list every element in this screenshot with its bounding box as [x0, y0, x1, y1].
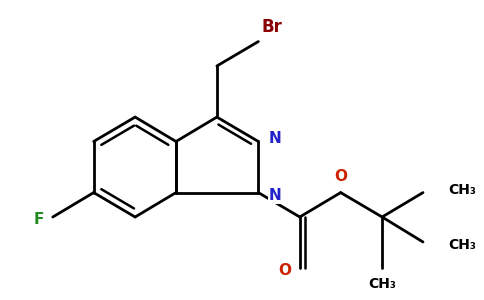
Text: N: N	[269, 131, 281, 146]
Text: CH₃: CH₃	[449, 183, 476, 197]
Text: F: F	[34, 212, 44, 227]
Text: O: O	[334, 169, 347, 184]
Text: Br: Br	[261, 18, 282, 36]
Text: CH₃: CH₃	[368, 277, 396, 291]
Text: CH₃: CH₃	[449, 238, 476, 252]
Text: N: N	[269, 188, 281, 203]
Text: O: O	[278, 263, 291, 278]
